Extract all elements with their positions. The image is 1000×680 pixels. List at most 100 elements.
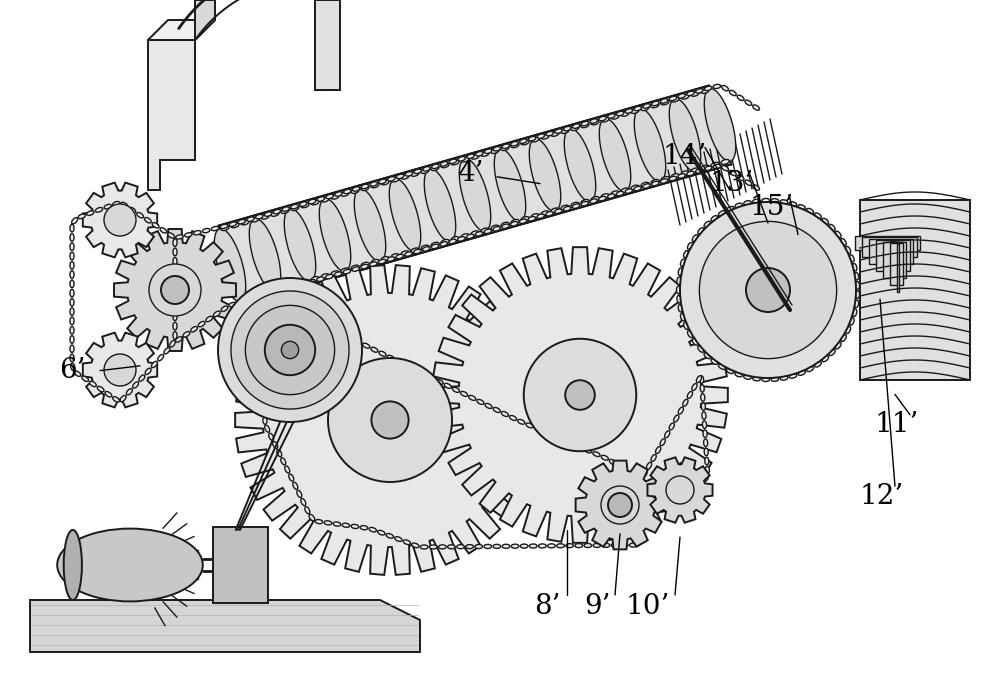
Ellipse shape <box>642 471 647 477</box>
Ellipse shape <box>281 285 289 290</box>
Ellipse shape <box>484 229 492 233</box>
Bar <box>883 241 906 278</box>
Ellipse shape <box>389 179 421 252</box>
Ellipse shape <box>620 517 626 524</box>
Ellipse shape <box>289 474 294 481</box>
Ellipse shape <box>293 482 298 490</box>
Ellipse shape <box>331 194 339 199</box>
Ellipse shape <box>315 520 323 524</box>
Ellipse shape <box>611 114 619 119</box>
Ellipse shape <box>705 457 709 465</box>
Ellipse shape <box>528 137 536 141</box>
Ellipse shape <box>701 403 705 410</box>
Ellipse shape <box>121 202 128 207</box>
Ellipse shape <box>581 201 588 206</box>
Polygon shape <box>148 20 215 40</box>
Ellipse shape <box>229 303 236 307</box>
Ellipse shape <box>173 257 177 265</box>
Ellipse shape <box>360 526 368 530</box>
Ellipse shape <box>403 363 411 369</box>
Ellipse shape <box>551 131 559 136</box>
Ellipse shape <box>133 382 139 388</box>
Ellipse shape <box>564 129 596 201</box>
Ellipse shape <box>251 294 259 299</box>
Ellipse shape <box>264 292 271 296</box>
Ellipse shape <box>70 308 74 316</box>
Ellipse shape <box>722 165 728 171</box>
Ellipse shape <box>735 372 742 377</box>
Ellipse shape <box>317 197 325 201</box>
Ellipse shape <box>211 226 219 231</box>
Ellipse shape <box>261 291 269 296</box>
Ellipse shape <box>484 149 492 154</box>
Ellipse shape <box>459 158 491 231</box>
Ellipse shape <box>351 265 359 270</box>
Polygon shape <box>432 247 728 543</box>
Ellipse shape <box>78 214 85 219</box>
Ellipse shape <box>511 141 518 146</box>
Ellipse shape <box>678 174 685 178</box>
Ellipse shape <box>700 385 704 392</box>
Ellipse shape <box>371 347 378 352</box>
Ellipse shape <box>164 347 170 354</box>
Ellipse shape <box>643 184 650 188</box>
Ellipse shape <box>704 86 712 90</box>
Ellipse shape <box>593 543 601 547</box>
Ellipse shape <box>676 286 680 294</box>
Ellipse shape <box>451 237 459 241</box>
Ellipse shape <box>502 224 509 228</box>
Ellipse shape <box>173 285 177 293</box>
Ellipse shape <box>625 189 633 193</box>
Ellipse shape <box>414 250 421 254</box>
Ellipse shape <box>718 364 725 369</box>
Ellipse shape <box>822 356 829 362</box>
Ellipse shape <box>660 99 668 103</box>
Ellipse shape <box>511 222 518 226</box>
Ellipse shape <box>541 211 549 216</box>
Ellipse shape <box>64 530 82 600</box>
Ellipse shape <box>221 306 228 311</box>
Ellipse shape <box>620 509 625 517</box>
Ellipse shape <box>687 171 694 175</box>
Ellipse shape <box>590 199 597 203</box>
Ellipse shape <box>285 466 290 473</box>
Ellipse shape <box>308 279 315 284</box>
Ellipse shape <box>713 84 721 88</box>
Ellipse shape <box>607 194 615 199</box>
Ellipse shape <box>680 313 685 321</box>
Ellipse shape <box>343 269 351 274</box>
Ellipse shape <box>661 100 669 105</box>
Ellipse shape <box>609 460 616 465</box>
Ellipse shape <box>485 403 492 409</box>
Ellipse shape <box>221 226 229 231</box>
Ellipse shape <box>753 105 760 110</box>
Ellipse shape <box>822 218 829 224</box>
Ellipse shape <box>494 148 526 222</box>
Ellipse shape <box>678 268 682 275</box>
Ellipse shape <box>272 392 277 400</box>
Ellipse shape <box>176 235 183 239</box>
Ellipse shape <box>698 346 704 352</box>
Ellipse shape <box>441 163 449 168</box>
Ellipse shape <box>441 239 449 244</box>
Text: 10’: 10’ <box>626 593 670 620</box>
Ellipse shape <box>82 376 89 381</box>
Ellipse shape <box>403 540 411 545</box>
Ellipse shape <box>70 299 74 306</box>
Ellipse shape <box>461 234 469 239</box>
Ellipse shape <box>387 355 394 360</box>
Ellipse shape <box>692 235 698 241</box>
Circle shape <box>104 204 136 236</box>
Ellipse shape <box>281 458 286 465</box>
Ellipse shape <box>237 300 245 304</box>
Ellipse shape <box>70 224 74 232</box>
Polygon shape <box>83 333 157 407</box>
Ellipse shape <box>282 207 289 211</box>
Ellipse shape <box>616 191 624 196</box>
Ellipse shape <box>330 327 337 332</box>
Ellipse shape <box>70 336 74 343</box>
Ellipse shape <box>308 199 316 204</box>
Ellipse shape <box>702 421 707 428</box>
Ellipse shape <box>431 244 439 249</box>
Ellipse shape <box>288 360 293 367</box>
